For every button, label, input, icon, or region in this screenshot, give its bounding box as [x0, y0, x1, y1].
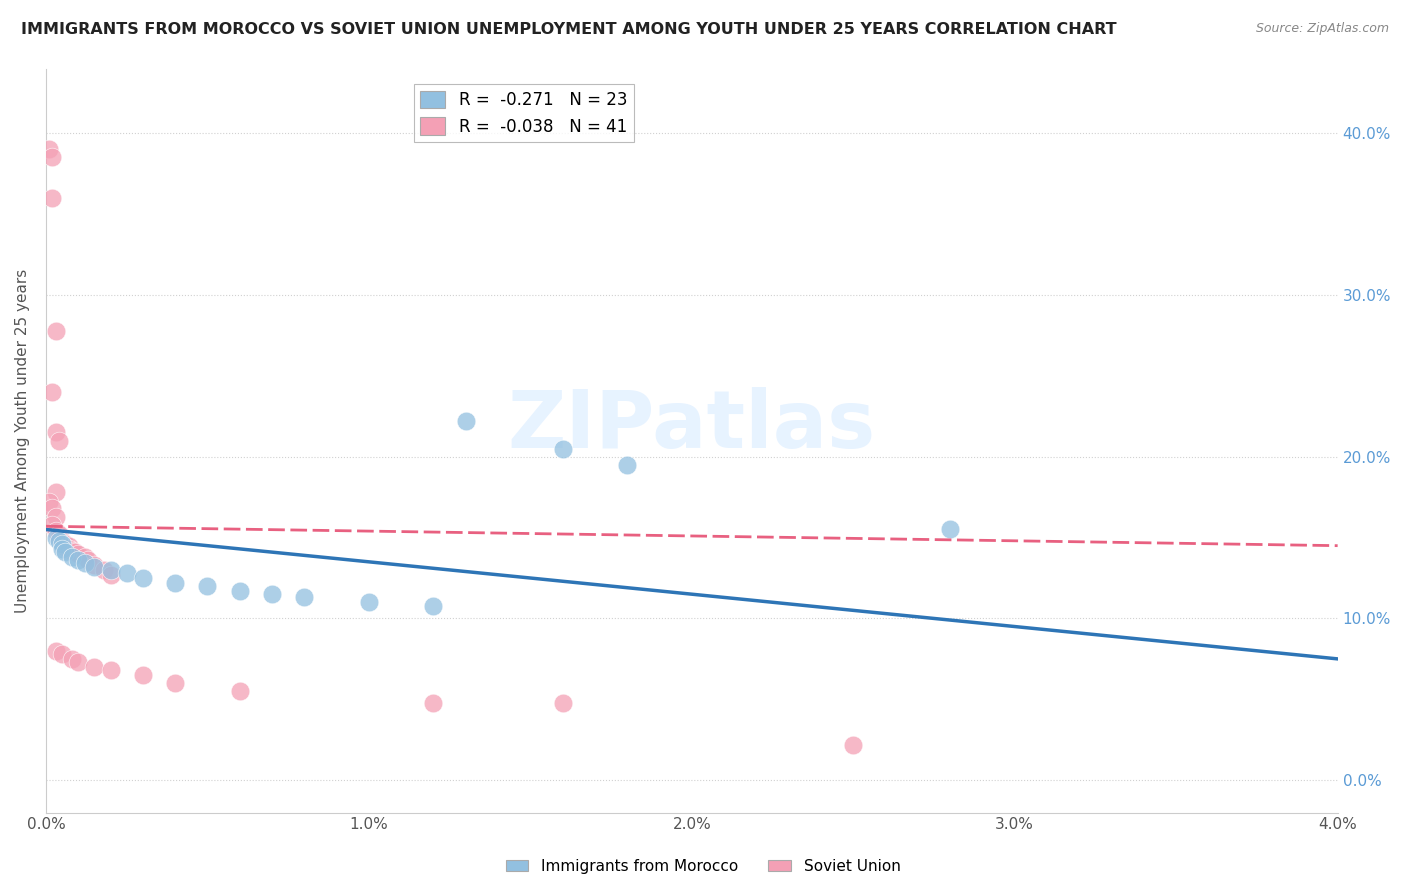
Point	[41, 501, 63, 516]
Point	[48, 527, 70, 541]
Point	[357, 595, 380, 609]
Text: Source: ZipAtlas.com: Source: ZipAtlas.com	[1256, 22, 1389, 36]
Point	[45, 425, 67, 440]
Point	[83, 558, 105, 572]
Point	[41, 517, 63, 532]
Point	[60, 652, 83, 666]
Point	[260, 587, 283, 601]
Point	[100, 567, 122, 582]
Point	[41, 191, 63, 205]
Point	[77, 553, 100, 567]
Point	[73, 557, 96, 571]
Point	[48, 533, 70, 548]
Point	[53, 541, 76, 555]
Point	[41, 151, 63, 165]
Point	[132, 668, 155, 682]
Point	[454, 414, 477, 428]
Text: IMMIGRANTS FROM MOROCCO VS SOVIET UNION UNEMPLOYMENT AMONG YOUTH UNDER 25 YEARS : IMMIGRANTS FROM MOROCCO VS SOVIET UNION …	[21, 22, 1116, 37]
Point	[115, 566, 138, 581]
Point	[38, 495, 60, 509]
Point	[51, 535, 73, 549]
Point	[38, 142, 60, 156]
Point	[228, 684, 250, 698]
Point	[842, 738, 865, 752]
Y-axis label: Unemployment Among Youth under 25 years: Unemployment Among Youth under 25 years	[15, 268, 30, 613]
Point	[83, 559, 105, 574]
Point	[53, 537, 76, 551]
Point	[616, 458, 638, 472]
Point	[67, 553, 90, 567]
Point	[58, 539, 80, 553]
Point	[100, 563, 122, 577]
Point	[45, 485, 67, 500]
Point	[63, 545, 86, 559]
Legend: R =  -0.271   N = 23, R =  -0.038   N = 41: R = -0.271 N = 23, R = -0.038 N = 41	[413, 84, 634, 143]
Point	[67, 655, 90, 669]
Point	[165, 575, 187, 590]
Point	[551, 442, 574, 456]
Point	[51, 647, 73, 661]
Point	[53, 545, 76, 559]
Point	[197, 579, 219, 593]
Point	[67, 547, 90, 561]
Legend: Immigrants from Morocco, Soviet Union: Immigrants from Morocco, Soviet Union	[499, 853, 907, 880]
Point	[45, 324, 67, 338]
Text: ZIPatlas: ZIPatlas	[508, 386, 876, 465]
Point	[48, 434, 70, 448]
Point	[51, 533, 73, 548]
Point	[292, 591, 315, 605]
Point	[58, 541, 80, 556]
Point	[228, 584, 250, 599]
Point	[45, 524, 67, 538]
Point	[422, 599, 444, 613]
Point	[45, 509, 67, 524]
Point	[83, 660, 105, 674]
Point	[51, 537, 73, 551]
Point	[48, 531, 70, 545]
Point	[422, 696, 444, 710]
Point	[51, 541, 73, 556]
Point	[73, 549, 96, 564]
Point	[45, 644, 67, 658]
Point	[41, 384, 63, 399]
Point	[45, 531, 67, 545]
Point	[100, 663, 122, 677]
Point	[60, 543, 83, 558]
Point	[60, 549, 83, 564]
Point	[551, 696, 574, 710]
Point	[165, 676, 187, 690]
Point	[132, 571, 155, 585]
Point	[939, 523, 962, 537]
Point	[93, 563, 115, 577]
